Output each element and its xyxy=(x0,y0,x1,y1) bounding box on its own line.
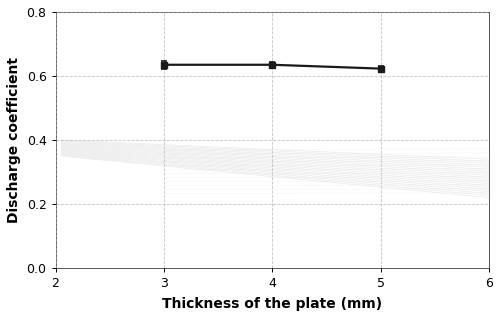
Y-axis label: Discharge coefficient: Discharge coefficient xyxy=(7,57,21,223)
X-axis label: Thickness of the plate (mm): Thickness of the plate (mm) xyxy=(162,297,382,311)
